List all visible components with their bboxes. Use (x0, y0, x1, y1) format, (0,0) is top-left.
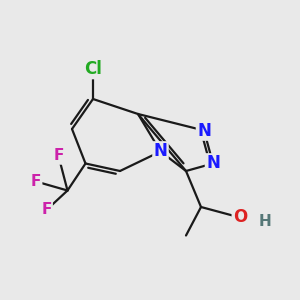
Text: Cl: Cl (84, 60, 102, 78)
Text: N: N (206, 154, 220, 172)
Text: N: N (154, 142, 167, 160)
Text: O: O (233, 208, 247, 226)
Text: F: F (31, 174, 41, 189)
Text: F: F (41, 202, 52, 217)
Text: F: F (53, 148, 64, 164)
Text: N: N (197, 122, 211, 140)
Text: H: H (259, 214, 272, 230)
